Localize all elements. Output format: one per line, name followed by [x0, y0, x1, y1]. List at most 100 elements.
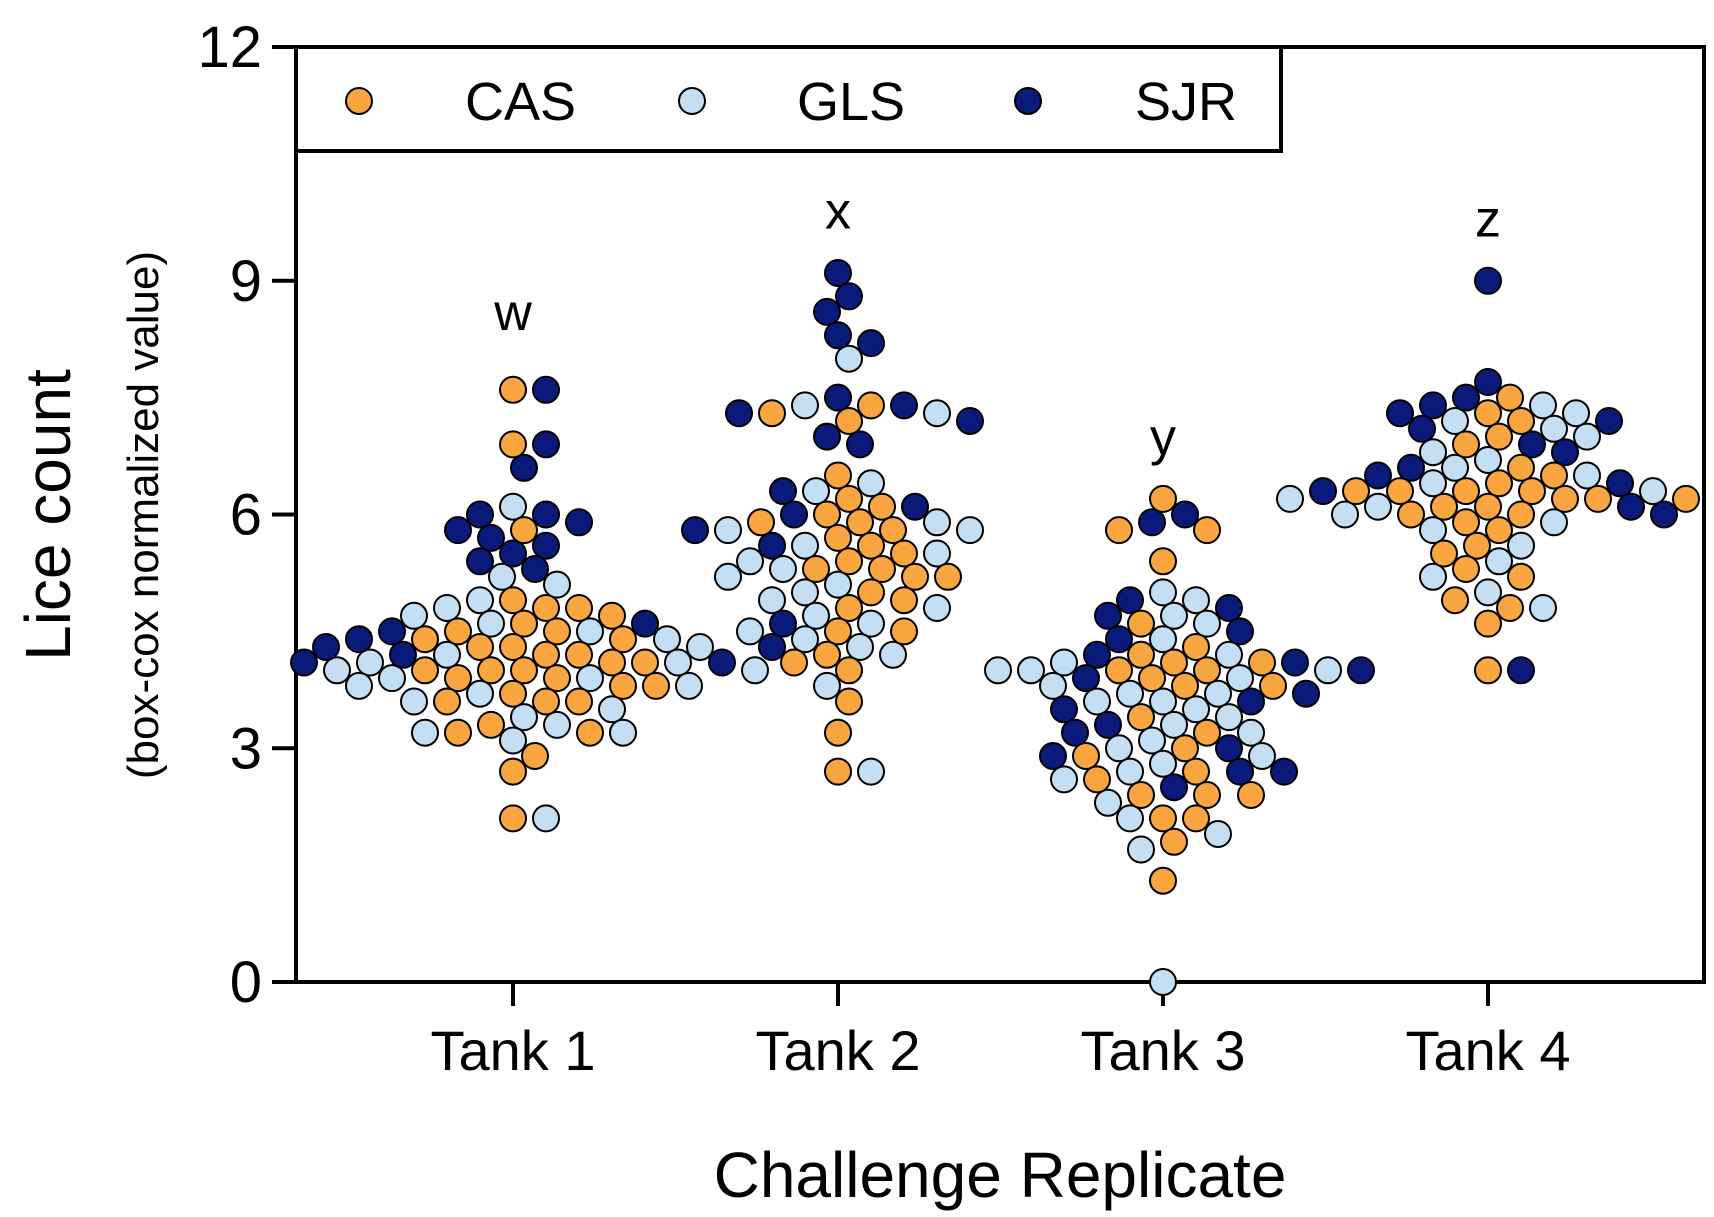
- legend-label-cas: CAS: [465, 72, 576, 132]
- point-sjr: [345, 625, 373, 654]
- point-cas: [1105, 656, 1133, 685]
- point-gls: [400, 601, 428, 630]
- point-gls: [846, 633, 874, 661]
- point-cas: [1237, 781, 1265, 809]
- point-cas: [1072, 742, 1100, 770]
- point-sjr: [1138, 508, 1166, 537]
- point-sjr: [631, 609, 659, 638]
- point-cas: [857, 531, 885, 560]
- point-sjr: [769, 477, 797, 506]
- annotation-letter: w: [493, 284, 532, 342]
- point-cas: [835, 687, 863, 716]
- point-cas: [499, 757, 527, 786]
- point-gls: [956, 516, 984, 545]
- point-gls: [675, 671, 703, 700]
- point-sjr: [1237, 687, 1265, 716]
- point-sjr: [477, 523, 505, 552]
- point-gls: [1149, 687, 1177, 716]
- x-tick-label: Tank 2: [756, 1019, 921, 1082]
- point-gls: [499, 492, 527, 521]
- x-tick-label: Tank 3: [1081, 1019, 1246, 1082]
- point-cas: [499, 375, 527, 404]
- point-sjr: [1606, 469, 1634, 498]
- point-gls: [1441, 453, 1469, 482]
- point-cas: [835, 484, 863, 513]
- point-sjr: [510, 453, 538, 482]
- point-cas: [1452, 430, 1480, 459]
- point-cas: [499, 679, 527, 708]
- point-cas: [1193, 781, 1221, 809]
- y-axis: 0 3 6 9 12: [197, 15, 296, 1015]
- point-gls: [1017, 656, 1045, 685]
- point-gls: [857, 469, 885, 498]
- point-gls: [791, 391, 819, 420]
- point-cas: [1342, 477, 1370, 506]
- point-sjr: [389, 640, 417, 669]
- point-gls: [576, 617, 604, 646]
- legend-marker-sjr: [1014, 87, 1042, 115]
- point-gls: [1039, 671, 1067, 700]
- point-gls: [532, 804, 560, 833]
- point-sjr: [1171, 500, 1199, 529]
- point-cas: [1160, 827, 1188, 856]
- point-cas: [1127, 781, 1155, 809]
- point-gls: [1094, 788, 1122, 817]
- point-cas: [1149, 484, 1177, 513]
- y-tick-label: 9: [230, 249, 262, 314]
- point-gls: [923, 399, 951, 428]
- y-tick-label: 6: [230, 483, 262, 548]
- point-gls: [879, 640, 907, 669]
- point-gls: [477, 609, 505, 638]
- point-gls: [1149, 625, 1177, 654]
- point-sjr: [565, 508, 593, 537]
- point-cas: [835, 594, 863, 622]
- point-cas: [1452, 477, 1480, 506]
- point-cas: [1171, 671, 1199, 700]
- point-cas: [1496, 383, 1524, 412]
- point-gls: [1204, 679, 1232, 708]
- point-gls: [1215, 703, 1243, 732]
- point-cas: [802, 555, 830, 583]
- point-gls: [1105, 734, 1133, 763]
- point-gls: [1149, 749, 1177, 778]
- legend: CAS GLS SJR: [294, 45, 1283, 153]
- point-cas: [901, 562, 929, 591]
- point-cas: [1149, 866, 1177, 895]
- point-sjr: [1094, 710, 1122, 739]
- y-axis-subtitle: (box-cox normalized value): [119, 251, 168, 779]
- y-tick-label: 12: [197, 15, 262, 80]
- point-cas: [499, 586, 527, 615]
- point-sjr: [1105, 625, 1133, 654]
- point-cas: [813, 640, 841, 669]
- point-gls: [923, 539, 951, 568]
- point-gls: [653, 625, 681, 654]
- y-tick-label: 0: [230, 950, 262, 1015]
- point-sjr: [1039, 742, 1067, 770]
- point-sjr: [824, 321, 852, 350]
- point-cas: [1507, 407, 1535, 435]
- point-sjr: [780, 500, 808, 529]
- point-cas: [1474, 609, 1502, 638]
- point-sjr: [1072, 664, 1100, 693]
- point-gls: [1276, 484, 1304, 513]
- significance-letters: w x y z: [493, 183, 1501, 467]
- point-sjr: [857, 329, 885, 358]
- data-points: [290, 259, 1700, 996]
- point-cas: [1182, 633, 1210, 661]
- point-sjr: [1408, 414, 1436, 443]
- point-cas: [1485, 469, 1513, 498]
- point-gls: [857, 757, 885, 786]
- point-gls: [923, 508, 951, 537]
- point-gls: [1237, 718, 1265, 747]
- point-gls: [984, 656, 1012, 685]
- point-cas: [510, 516, 538, 545]
- point-gls: [686, 633, 714, 661]
- point-gls: [356, 648, 384, 677]
- point-sjr: [1518, 430, 1546, 459]
- point-gls: [1419, 469, 1447, 498]
- point-cas: [1127, 640, 1155, 669]
- point-cas: [879, 516, 907, 545]
- point-cas: [824, 523, 852, 552]
- point-sjr: [1281, 648, 1309, 677]
- point-sjr: [725, 399, 753, 428]
